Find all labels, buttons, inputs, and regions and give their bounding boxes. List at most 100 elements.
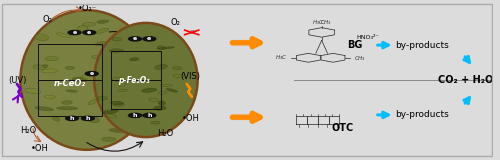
Ellipse shape: [119, 82, 126, 87]
Text: HNO₃²⁻: HNO₃²⁻: [356, 35, 379, 40]
Ellipse shape: [149, 98, 158, 101]
Text: O₂: O₂: [42, 15, 52, 24]
Ellipse shape: [96, 41, 110, 46]
Text: e: e: [147, 36, 152, 41]
Ellipse shape: [112, 37, 122, 41]
Ellipse shape: [120, 92, 132, 98]
Ellipse shape: [45, 57, 59, 61]
Ellipse shape: [173, 74, 184, 78]
Ellipse shape: [106, 115, 117, 118]
Ellipse shape: [56, 107, 78, 110]
Text: BG: BG: [348, 40, 363, 50]
Text: •O₂⁻: •O₂⁻: [78, 4, 96, 13]
Text: $CH_3$: $CH_3$: [354, 54, 366, 63]
Ellipse shape: [52, 116, 60, 121]
Ellipse shape: [25, 88, 41, 94]
Ellipse shape: [66, 90, 78, 92]
Ellipse shape: [97, 20, 109, 23]
Ellipse shape: [158, 91, 166, 94]
Ellipse shape: [92, 55, 104, 59]
Text: •OH: •OH: [182, 114, 199, 123]
Ellipse shape: [113, 40, 123, 43]
Text: h: h: [70, 116, 74, 121]
Ellipse shape: [72, 77, 88, 82]
Text: OTC: OTC: [332, 123, 354, 133]
Ellipse shape: [88, 99, 98, 105]
Circle shape: [66, 116, 78, 120]
Ellipse shape: [35, 107, 54, 111]
Text: by-products: by-products: [394, 41, 448, 50]
Circle shape: [128, 37, 141, 41]
Text: e: e: [72, 30, 76, 35]
Ellipse shape: [110, 101, 124, 105]
Ellipse shape: [96, 28, 108, 33]
Ellipse shape: [130, 58, 139, 61]
Ellipse shape: [130, 88, 138, 94]
Text: $H_3C$: $H_3C$: [275, 53, 287, 62]
Ellipse shape: [142, 88, 157, 92]
Ellipse shape: [172, 67, 182, 70]
Text: n-CeO₂: n-CeO₂: [54, 79, 86, 88]
Ellipse shape: [20, 10, 154, 150]
Ellipse shape: [121, 58, 130, 63]
Circle shape: [68, 31, 81, 35]
Ellipse shape: [157, 47, 174, 49]
Circle shape: [128, 113, 141, 117]
Ellipse shape: [136, 82, 152, 86]
Ellipse shape: [62, 101, 72, 104]
Circle shape: [86, 72, 98, 76]
Ellipse shape: [42, 64, 48, 68]
Text: O₂: O₂: [170, 18, 180, 27]
Ellipse shape: [109, 129, 124, 132]
Text: $CH_3$: $CH_3$: [320, 18, 332, 27]
Ellipse shape: [44, 96, 56, 98]
Ellipse shape: [65, 66, 74, 69]
Text: e: e: [90, 71, 94, 76]
Text: h: h: [147, 113, 152, 118]
Ellipse shape: [83, 22, 96, 26]
Ellipse shape: [112, 77, 125, 81]
Ellipse shape: [78, 26, 88, 31]
Ellipse shape: [104, 116, 117, 118]
Ellipse shape: [128, 41, 148, 44]
Ellipse shape: [41, 69, 58, 73]
Ellipse shape: [150, 121, 160, 124]
Ellipse shape: [33, 65, 46, 69]
Ellipse shape: [154, 64, 168, 69]
Text: •OH: •OH: [31, 144, 49, 153]
Text: CO₂ + H₂O: CO₂ + H₂O: [438, 75, 494, 85]
Text: h: h: [86, 116, 90, 121]
Text: O: O: [189, 30, 194, 35]
Circle shape: [143, 37, 156, 41]
Ellipse shape: [158, 101, 166, 105]
Ellipse shape: [82, 74, 96, 81]
Ellipse shape: [98, 56, 109, 60]
Circle shape: [82, 116, 94, 120]
Text: p-Fe₂O₃: p-Fe₂O₃: [118, 76, 150, 84]
Circle shape: [83, 31, 96, 35]
Text: h: h: [133, 113, 138, 118]
Text: e: e: [87, 30, 92, 35]
Text: H₂O: H₂O: [20, 126, 36, 135]
Ellipse shape: [161, 84, 172, 87]
Ellipse shape: [109, 49, 124, 52]
Ellipse shape: [56, 33, 72, 37]
Text: (VIS): (VIS): [180, 72, 200, 81]
Ellipse shape: [128, 113, 143, 118]
Ellipse shape: [157, 46, 165, 49]
Text: by-products: by-products: [394, 110, 448, 119]
Ellipse shape: [87, 116, 100, 123]
Ellipse shape: [97, 96, 108, 100]
Ellipse shape: [138, 59, 151, 62]
Ellipse shape: [34, 34, 48, 41]
Ellipse shape: [118, 82, 129, 86]
Ellipse shape: [118, 89, 127, 91]
Ellipse shape: [154, 106, 166, 110]
Ellipse shape: [103, 110, 118, 114]
Ellipse shape: [102, 137, 116, 141]
Ellipse shape: [104, 110, 116, 114]
Ellipse shape: [114, 103, 125, 106]
Text: (UV): (UV): [8, 76, 27, 84]
Text: e: e: [133, 36, 137, 41]
Text: H₂O: H₂O: [158, 129, 174, 138]
